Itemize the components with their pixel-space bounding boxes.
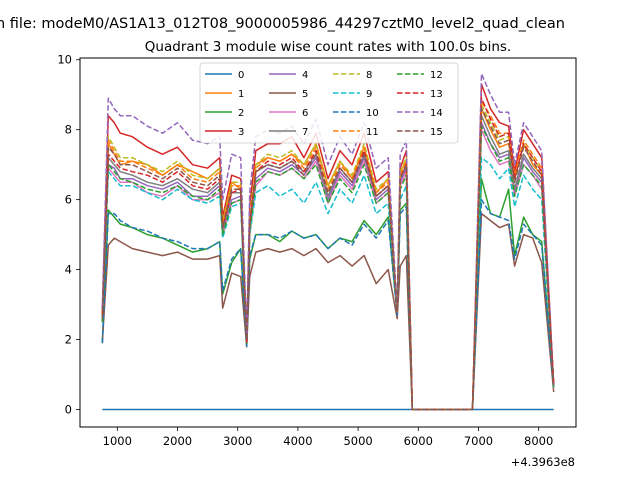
legend-label-11: 11 xyxy=(366,127,379,138)
figure-suptitle: n file: modeM0/AS1A13_012T08_9000005986_… xyxy=(0,16,565,32)
x-offset-label: +4.3963e8 xyxy=(511,455,575,469)
y-tick-label: 2 xyxy=(65,333,72,347)
y-tick-label: 4 xyxy=(65,263,72,277)
series-line-3 xyxy=(101,83,555,411)
series-line-9 xyxy=(101,156,555,411)
legend-label-8: 8 xyxy=(366,70,372,81)
legend-label-6: 6 xyxy=(302,108,308,119)
chart-title: Quadrant 3 module wise count rates with … xyxy=(145,39,511,55)
legend-label-9: 9 xyxy=(366,89,372,100)
series-line-7 xyxy=(101,114,555,411)
legend-label-1: 1 xyxy=(238,89,244,100)
legend-label-2: 2 xyxy=(238,108,244,119)
legend-label-4: 4 xyxy=(302,70,308,81)
x-tick-label: 3000 xyxy=(223,434,252,448)
y-tick-label: 8 xyxy=(65,123,72,137)
x-axis: 1000 2000 3000 4000 5000 6000 7000 8000 xyxy=(103,427,553,448)
legend-box xyxy=(199,62,459,144)
legend-label-13: 13 xyxy=(430,89,443,100)
series-line-13 xyxy=(101,97,555,411)
series-line-12 xyxy=(101,125,555,411)
legend-label-15: 15 xyxy=(430,127,443,138)
y-tick-label: 6 xyxy=(65,193,72,207)
legend-label-10: 10 xyxy=(366,108,379,119)
y-axis: 0 2 4 6 8 10 xyxy=(57,53,80,417)
x-tick-label: 2000 xyxy=(163,434,192,448)
y-tick-label: 10 xyxy=(57,53,72,67)
series-line-11 xyxy=(101,100,555,411)
series-line-10 xyxy=(101,198,555,411)
x-tick-label: 8000 xyxy=(524,434,553,448)
y-tick-label: 0 xyxy=(65,403,72,417)
legend-label-7: 7 xyxy=(302,127,308,138)
plot-area: 1000 2000 3000 4000 5000 6000 7000 8000 0246810… xyxy=(57,53,577,469)
legend-label-14: 14 xyxy=(430,108,443,119)
series-line-15 xyxy=(101,107,555,411)
x-tick-label: 4000 xyxy=(283,434,312,448)
legend-label-12: 12 xyxy=(430,70,443,81)
legend-label-3: 3 xyxy=(238,127,244,138)
x-tick-label: 1000 xyxy=(103,434,132,448)
x-tick-label: 5000 xyxy=(343,434,372,448)
series-line-8 xyxy=(101,104,555,411)
axes-frame xyxy=(79,57,577,428)
series-layer xyxy=(101,72,555,411)
x-tick-label: 7000 xyxy=(464,434,493,448)
legend-label-5: 5 xyxy=(302,89,308,100)
legend-label-0: 0 xyxy=(238,70,244,81)
series-line-5 xyxy=(101,212,555,411)
x-tick-label: 6000 xyxy=(404,434,433,448)
